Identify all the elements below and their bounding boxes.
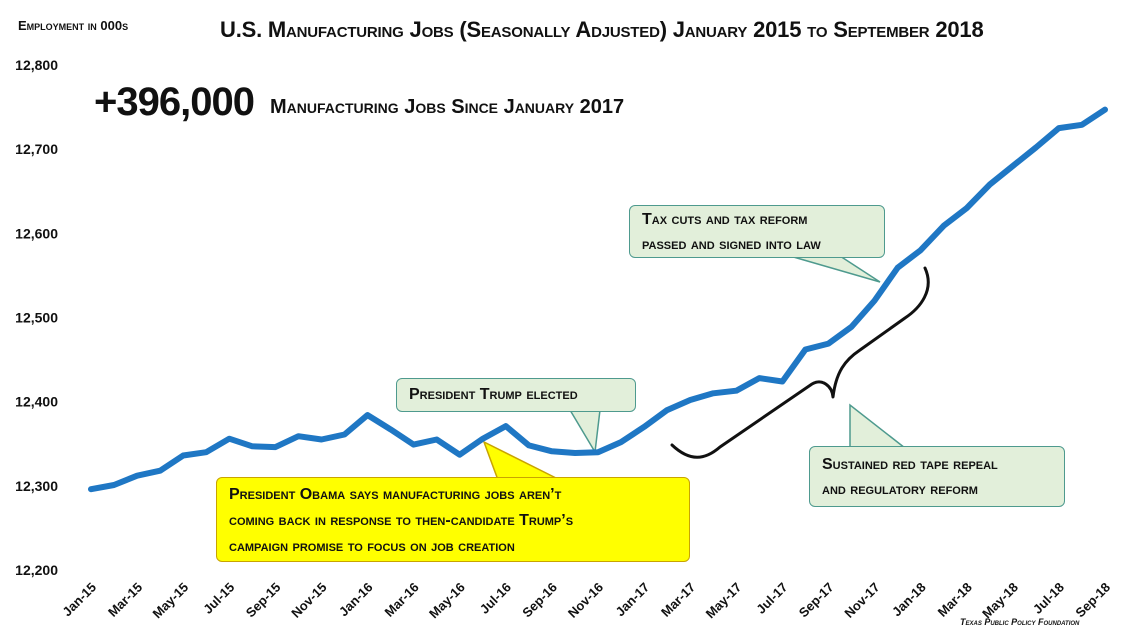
x-tick-label: Sep-17	[796, 580, 837, 621]
chart-title: U.S. Manufacturing Jobs (Seasonally Adju…	[220, 17, 984, 42]
x-tick-label: Jul-16	[477, 580, 514, 617]
callout-obama: President Obama says manufacturing jobs …	[216, 477, 690, 562]
callout-tax-reform: Tax cuts and tax reform passed and signe…	[629, 205, 885, 258]
pointer-tax-reform	[789, 255, 881, 283]
x-tick-label: Sep-16	[519, 580, 560, 621]
period-brace	[670, 266, 930, 459]
callout-obama-line1: President Obama says manufacturing jobs …	[229, 486, 562, 503]
x-tick-label: May-16	[426, 580, 468, 622]
source-credit: Texas Public Policy Foundation	[960, 617, 1080, 627]
x-tick-label: Nov-15	[288, 580, 329, 621]
x-tick-label: Jan-16	[336, 580, 376, 620]
x-tick-label: Mar-18	[935, 580, 975, 620]
callout-obama-line2: coming back in response to then-candidat…	[229, 512, 574, 529]
x-tick-label: May-18	[979, 580, 1021, 622]
headline-number: +396,000	[94, 80, 255, 124]
callout-red-tape-line2: and regulatory reform	[822, 481, 978, 498]
callout-obama-line3: campaign promise to focus on job creatio…	[229, 538, 515, 555]
x-tick-label: Mar-17	[658, 580, 698, 620]
x-tick-label: Jul-17	[753, 580, 790, 617]
y-tick-label: 12,400	[15, 394, 58, 410]
callout-red-tape: Sustained red tape repeal and regulatory…	[809, 446, 1065, 507]
x-tick-label: May-17	[703, 580, 745, 622]
callout-red-tape-line1: Sustained red tape repeal	[822, 456, 998, 473]
y-tick-label: 12,200	[15, 562, 58, 578]
callout-pointers	[482, 255, 930, 481]
x-tick-label: Jul-15	[200, 580, 237, 617]
x-tick-label: Jan-15	[59, 580, 99, 620]
x-tick-label: Jul-18	[1030, 580, 1067, 617]
pointer-red-tape	[849, 403, 908, 449]
y-tick-label: 12,700	[15, 141, 58, 157]
series-group	[88, 106, 1108, 493]
callout-trump-elected-text: President Trump elected	[409, 386, 578, 403]
x-tick-label: Sep-18	[1072, 580, 1113, 621]
x-tick-label: Jan-18	[889, 580, 929, 620]
series-line	[88, 106, 1108, 493]
callout-tax-reform-line1: Tax cuts and tax reform	[642, 211, 808, 228]
x-tick-label: May-15	[150, 580, 192, 622]
callout-trump-elected: President Trump elected	[396, 378, 636, 412]
callout-tax-reform-line2: passed and signed into law	[642, 236, 821, 253]
pointer-trump-elected	[568, 409, 601, 455]
y-axis-label: Employment in 000s	[18, 18, 129, 33]
x-tick-label: Mar-15	[105, 580, 145, 620]
x-tick-label: Nov-16	[565, 580, 606, 621]
y-tick-label: 12,600	[15, 225, 58, 241]
headline-caption: Manufacturing Jobs Since January 2017	[270, 96, 625, 118]
x-tick-label: Mar-16	[382, 580, 422, 620]
x-axis: Jan-15 Mar-15 May-15 Jul-15 Sep-15 Nov-15 Jan-…	[59, 580, 1113, 622]
x-tick-label: Jan-17	[612, 580, 652, 620]
x-tick-label: Sep-15	[243, 580, 284, 621]
x-tick-label: Nov-17	[841, 580, 882, 621]
y-tick-label: 12,500	[15, 310, 58, 326]
y-tick-label: 12,800	[15, 57, 58, 73]
y-tick-label: 12,300	[15, 478, 58, 494]
y-axis: 12,200 12,300 12,400 12,500 12,600 12,700 12,8…	[15, 57, 58, 578]
